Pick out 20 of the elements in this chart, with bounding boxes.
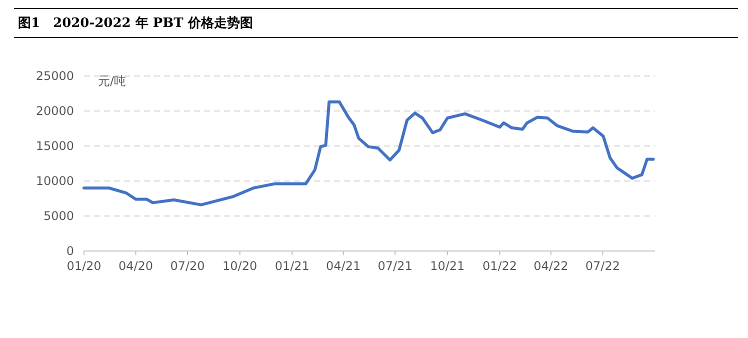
x-tick-label: 07/22 xyxy=(585,259,620,273)
y-axis-title: 元/吨 xyxy=(98,74,126,88)
x-tick-label: 01/22 xyxy=(482,259,518,273)
x-tick-label: 04/22 xyxy=(534,259,568,273)
y-tick-label: 0 xyxy=(66,244,74,258)
x-tick-label: 04/20 xyxy=(118,259,154,273)
x-tick-label: 07/21 xyxy=(378,259,412,273)
y-tick-label: 15000 xyxy=(36,139,74,153)
x-tick-label: 07/20 xyxy=(170,259,205,273)
y-tick-label: 25000 xyxy=(36,69,74,83)
y-tick-label: 5000 xyxy=(43,209,74,223)
y-tick-label: 10000 xyxy=(36,174,74,188)
x-tick-label: 01/20 xyxy=(66,259,102,273)
x-tick-label: 10/21 xyxy=(430,259,465,273)
x-tick-label: 10/20 xyxy=(222,259,258,273)
title: 图1 2020-2022 年 PBT 价格走势图 xyxy=(14,8,738,38)
x-tick-label: 04/21 xyxy=(326,259,361,273)
y-tick-label: 20000 xyxy=(36,104,74,118)
line-series xyxy=(82,100,655,206)
x-tick-label: 01/21 xyxy=(274,259,310,273)
